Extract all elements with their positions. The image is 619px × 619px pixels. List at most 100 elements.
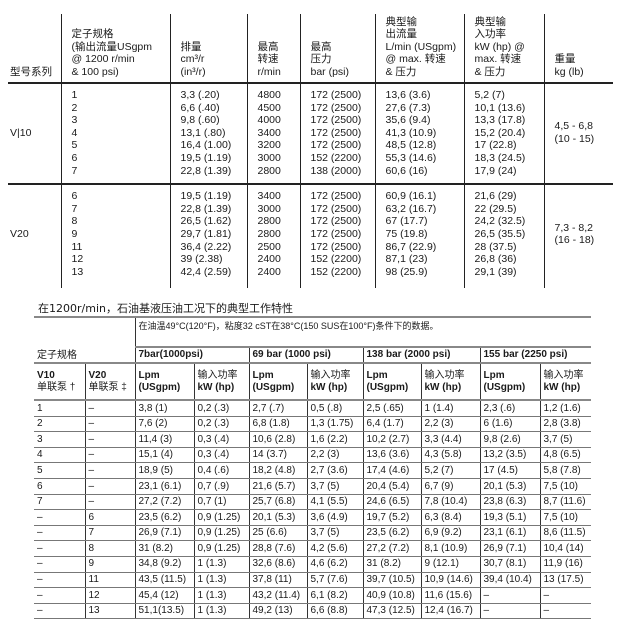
power-label: 输入功率 [424, 370, 465, 381]
text-line: 48,5 (12.8) [385, 139, 437, 152]
text-line: @ 1200 r/min [71, 53, 135, 65]
text-line: 7 [71, 164, 78, 177]
text-line: max. 转速 [474, 53, 522, 65]
table-cell: 19,3 (5.1) [479, 509, 540, 526]
weight: 4,5 - 6,8 (10 - 15) [543, 83, 613, 185]
text-line: 138 (2000) [310, 164, 362, 177]
pressure-group-row: 7bar(1000psi) 69 bar (1000 psi) 138 bar (2… [34, 347, 592, 363]
table-cell: 7 [84, 525, 135, 542]
text-line: 26,5 (1.62) [180, 215, 232, 228]
pump-type: 单联泵 † [37, 381, 76, 393]
table-cell: 25,7 (6.8) [248, 494, 307, 511]
table-cell: 9 [84, 556, 135, 573]
pressure-group: 155 bar (2250 psi) [479, 347, 592, 363]
text-line: 19,5 (1.19) [180, 151, 232, 164]
text-line: 7 [71, 202, 78, 215]
table-cell: 23,1 (6.1) [479, 525, 540, 542]
table-cell: 6,4 (1.7) [362, 416, 421, 433]
table-cell: – [34, 525, 85, 542]
text-line: 11 [71, 240, 83, 253]
table-cell: 0,9 (1.25) [193, 525, 249, 542]
table-row: 2–7,6 (2) 0,2 (.3) 6,8 (1.8) 1,3 (1.75) 6,4 … [34, 416, 592, 433]
column-header: 重量 kg (lb) [543, 14, 613, 83]
table-cell: – [34, 603, 85, 619]
text-line: 172 (2500) [310, 89, 362, 101]
table-cell: 7 [34, 494, 85, 511]
table-cell: – [539, 603, 592, 619]
text-line: 2500 [257, 240, 281, 253]
kw-label: kW (hp) [424, 381, 462, 393]
value-column: 3400 3000 2800 2800 2500 2400 2400 [246, 184, 300, 289]
table-cell: 2,3 (.6) [479, 400, 540, 417]
text-line: (in³/r) [180, 65, 206, 78]
pump-model: V10 [37, 370, 55, 381]
table-cell: 12,4 (16.7) [420, 603, 480, 619]
text-line: 18,3 (24.5) [474, 151, 526, 164]
kw-label: kW (hp) [197, 381, 235, 393]
power-header: 输入功率 kW (hp) [193, 363, 249, 400]
text-line: 12 [71, 253, 84, 266]
text-line: 172 (2500) [310, 227, 362, 240]
text-line: 35,6 (9.4) [385, 114, 431, 127]
table-row: –9 34,8 (9.2) 1 (1.3) 32,6 (8.6) 4,6 (6.2) 31… [34, 556, 592, 573]
lpm-label: Lpm [483, 370, 505, 381]
text-line: 87,1 (23) [385, 253, 428, 266]
table-row: –8 31 (8.2) 0,9 (1.25) 28,8 (7.6) 4,2 (5.6) 2… [34, 540, 592, 557]
text-line: 172 (2500) [310, 126, 362, 139]
text-line: 转速 [257, 53, 279, 65]
usgpm-label: (USgpm) [252, 381, 295, 393]
table-cell: 18,2 (4.8) [248, 462, 307, 479]
table-cell: 27,2 (7.2) [362, 540, 421, 557]
text-line: 152 (2200) [310, 253, 362, 266]
table-cell: 1 (1.3) [193, 572, 249, 589]
lpm-header: Lpm (USgpm) [479, 363, 540, 400]
table-cell: 10,2 (2.7) [362, 431, 421, 448]
table-cell: 13 [84, 603, 135, 619]
table-cell: 11,6 (15.6) [420, 587, 480, 604]
table-cell: 8 [84, 540, 135, 557]
table-row: 4–15,1 (4) 0,3 (.4) 14 (3.7) 2,2 (3) 13,6 (3… [34, 447, 592, 464]
spec-header-row: 型号系列 定子规格 (输出流量USgpm @ 1200 r/min & 100 psi)… [8, 14, 613, 83]
power-header: 输入功率 kW (hp) [539, 363, 592, 400]
table-cell: 6,3 (8.4) [420, 509, 480, 526]
text-line: 典型输 [474, 15, 507, 28]
text-line: 29,1 (39) [474, 265, 517, 278]
table-cell: 11 [84, 572, 135, 589]
table-cell: 8,6 (11.5) [539, 525, 592, 542]
table-cell: 0,3 (.4) [193, 431, 249, 448]
value-column: 19,5 (1.19) 22,8 (1.39) 26,5 (1.62) 29,7 (1… [169, 184, 247, 289]
table-cell: 28,8 (7.6) [248, 540, 307, 557]
table-cell: 4,3 (5.8) [420, 447, 480, 464]
text-line: 42,4 (2.59) [180, 265, 232, 278]
condition-row: 定子规格 在油温49°C(120°F)，粘度32 cST在38°C(150 SU… [34, 317, 592, 361]
text-line: 15,2 (20.4) [474, 126, 526, 139]
text-line: 2400 [257, 265, 281, 278]
text-line: 39 (2.38) [180, 253, 223, 266]
text-line: 3000 [257, 151, 281, 164]
power-label: 输入功率 [310, 370, 351, 381]
table-cell: 47,3 (12.5) [362, 603, 421, 619]
text-line: 最高 [310, 40, 332, 53]
table-cell: 4 [34, 447, 85, 464]
text-line: 19,5 (1.19) [180, 190, 232, 203]
table-cell: 43,2 (11.4) [248, 587, 307, 604]
text-line: 9,8 (.60) [180, 114, 220, 127]
text-line: 41,3 (10.9) [385, 126, 437, 139]
table-cell: 10,4 (14) [539, 540, 592, 557]
table-cell: 0,7 (.9) [193, 478, 249, 495]
condition-note: 在油温49°C(120°F)，粘度32 cST在38°C(150 SUS在100… [134, 317, 592, 348]
table-cell: 10,6 (2.8) [248, 431, 307, 448]
power-header: 输入功率 kW (hp) [420, 363, 480, 400]
table-cell: 9 (12.1) [420, 556, 480, 573]
text-line: 172 (2500) [310, 240, 362, 253]
text-line: 152 (2200) [310, 265, 362, 278]
table-cell: 20,4 (5.4) [362, 478, 421, 495]
text-line: 17 (22.8) [474, 139, 517, 152]
table-cell: 2,7 (.7) [248, 400, 307, 417]
column-header: 典型输 入功率 kW (hp) @ max. 转速 & 压力 [463, 14, 544, 83]
table-cell: 1,2 (1.6) [539, 400, 592, 417]
pump-type: 单联泵 ‡ [88, 381, 127, 393]
table-cell: 45,4 (12) [134, 587, 194, 604]
table-cell: 37,8 (11) [248, 572, 307, 589]
text-line: L/min (USgpm) [385, 40, 457, 53]
